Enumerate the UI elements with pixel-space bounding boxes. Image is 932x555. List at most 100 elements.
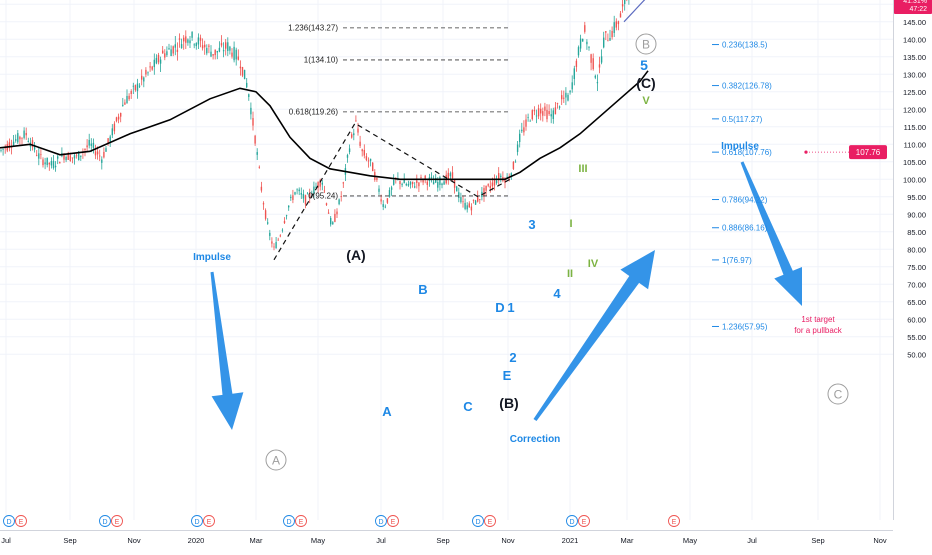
candle-body	[42, 159, 44, 166]
candle-body	[80, 155, 82, 157]
retracement-label: 0.786(94.22)	[722, 196, 768, 205]
candle-body	[214, 49, 216, 56]
candle-body	[521, 129, 523, 132]
candle-body	[411, 181, 414, 185]
candle-body	[495, 180, 498, 184]
candle-body	[443, 181, 445, 185]
earnings-marker	[484, 515, 496, 527]
retracement-label: 0.618(107.76)	[722, 148, 772, 157]
time-tick-label: Nov	[501, 536, 515, 545]
candle-body	[187, 39, 189, 43]
candle-body	[544, 106, 546, 111]
time-tick-label: 2020	[188, 536, 205, 545]
candle-body	[204, 44, 206, 48]
candle-body	[19, 136, 21, 140]
candle-body	[346, 155, 349, 158]
candle-body	[153, 59, 155, 68]
candle-body	[365, 156, 368, 161]
time-tick-label: May	[311, 536, 325, 545]
dividend-marker	[472, 515, 484, 527]
candle-body	[90, 143, 92, 146]
candle-body	[607, 40, 609, 42]
candle-body	[477, 196, 479, 202]
candle-body	[403, 179, 405, 184]
candle-body	[126, 95, 128, 104]
candle-body	[174, 44, 176, 48]
candle-body	[23, 130, 25, 138]
candle-body	[460, 197, 462, 203]
wave-label-minor-b: B	[418, 282, 427, 297]
candle-body	[132, 85, 134, 87]
candle-body	[264, 210, 267, 219]
candle-body	[519, 133, 521, 143]
candle-body	[304, 195, 307, 205]
grid-layer	[0, 0, 893, 520]
candle-body	[225, 42, 227, 49]
candle-body	[105, 148, 107, 152]
candle-body	[550, 114, 552, 117]
candle-body	[21, 137, 23, 139]
time-tick-label: Jul	[747, 536, 757, 545]
earnings-marker	[668, 515, 680, 527]
candle-body	[624, 0, 626, 4]
candle-body	[409, 181, 412, 185]
candle-body	[54, 165, 57, 168]
dividend-marker	[3, 515, 15, 527]
earnings-marker-label: E	[672, 519, 677, 526]
candle-body	[260, 186, 263, 191]
candle-body	[113, 123, 116, 132]
candle-body	[596, 82, 599, 84]
candle-body	[143, 77, 145, 82]
candle-body	[621, 4, 624, 7]
earnings-marker-label: E	[207, 519, 212, 526]
candle-body	[271, 241, 273, 244]
candle-body	[575, 60, 578, 67]
drawings-layer	[210, 0, 851, 430]
candle-body	[401, 183, 403, 186]
candle-body	[281, 229, 284, 231]
wave-circle-b: B	[642, 38, 650, 52]
candle-body	[588, 47, 590, 48]
candle-body	[393, 179, 395, 185]
wave-label-e: E	[503, 368, 512, 383]
candle-body	[487, 184, 489, 186]
candle-body	[313, 186, 315, 194]
retracement-label: 1.236(57.95)	[722, 322, 768, 331]
candle-body	[372, 162, 374, 172]
candle-body	[611, 30, 613, 38]
wave-label-3: 3	[528, 217, 535, 232]
time-tick-label: Nov	[873, 536, 887, 545]
candle-body	[103, 151, 105, 158]
candle-body	[46, 157, 48, 165]
candle-body	[273, 246, 275, 248]
candle-body	[317, 182, 319, 188]
candle-body	[218, 47, 221, 52]
candle-body	[183, 37, 185, 42]
time-tick-label: Jul	[1, 536, 11, 545]
time-tick-label: Jul	[376, 536, 386, 545]
candle-body	[468, 203, 470, 208]
candle-body	[38, 153, 40, 159]
candle-body	[84, 148, 86, 151]
candle-body	[327, 212, 330, 214]
earnings-marker-label: E	[19, 519, 24, 526]
wave-label-ii: II	[567, 268, 573, 280]
candle-body	[239, 66, 242, 69]
wave-label-b-paren: (B)	[499, 395, 518, 411]
time-tick-label: Nov	[127, 536, 141, 545]
retracement-label: 0.382(126.78)	[722, 82, 772, 91]
candle-body	[334, 213, 336, 222]
candle-body	[231, 52, 233, 57]
fib-level-label: 1.236(143.27)	[288, 23, 338, 32]
candle-body	[40, 154, 42, 156]
earnings-marker	[203, 515, 215, 527]
dividend-marker	[283, 515, 295, 527]
candle-body	[323, 190, 326, 192]
candle-body	[201, 45, 204, 49]
retracement-label: 0.236(138.5)	[722, 41, 768, 50]
wave-label-iii: III	[578, 163, 587, 175]
candle-body	[99, 155, 101, 157]
candle-body	[134, 85, 137, 91]
